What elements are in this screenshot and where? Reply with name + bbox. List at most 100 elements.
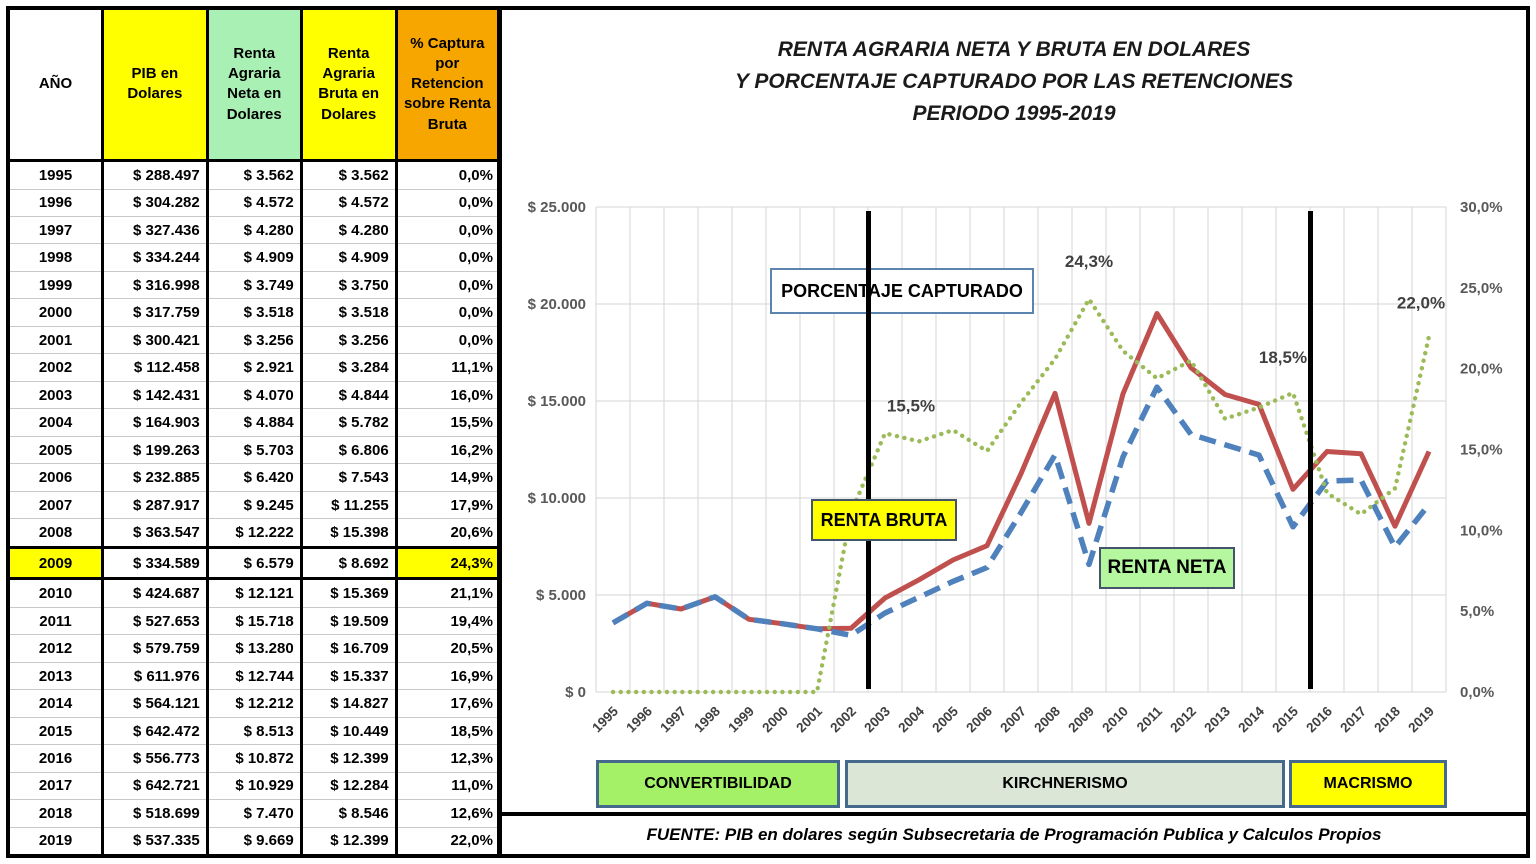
cell-pct[interactable]: 22,0% <box>394 826 497 854</box>
cell-bruta[interactable]: $ 3.256 <box>299 325 397 354</box>
cell-pib[interactable]: $ 287.917 <box>101 490 208 519</box>
cell-pib[interactable]: $ 334.589 <box>101 546 208 580</box>
cell-pib[interactable]: $ 363.547 <box>101 518 208 548</box>
cell-neta[interactable]: $ 4.280 <box>205 215 302 244</box>
cell-year[interactable]: 1997 <box>10 215 103 244</box>
cell-pct[interactable]: 16,2% <box>394 435 497 464</box>
header-bruta[interactable]: Renta Agraria Bruta en Dolares <box>299 10 397 162</box>
cell-year[interactable]: 2018 <box>10 799 103 828</box>
cell-year[interactable]: 2015 <box>10 716 103 745</box>
cell-pib[interactable]: $ 112.458 <box>101 353 208 382</box>
cell-neta[interactable]: $ 13.280 <box>205 634 302 663</box>
cell-bruta[interactable]: $ 15.369 <box>299 577 397 608</box>
cell-year[interactable]: 2012 <box>10 634 103 663</box>
cell-neta[interactable]: $ 3.749 <box>205 270 302 299</box>
cell-pib[interactable]: $ 334.244 <box>101 243 208 272</box>
header-neta[interactable]: Renta Agraria Neta en Dolares <box>205 10 302 162</box>
cell-bruta[interactable]: $ 12.399 <box>299 826 397 854</box>
cell-pib[interactable]: $ 327.436 <box>101 215 208 244</box>
cell-bruta[interactable]: $ 14.827 <box>299 689 397 718</box>
cell-pib[interactable]: $ 164.903 <box>101 408 208 437</box>
header-pct[interactable]: % Captura por Retencion sobre Renta Brut… <box>394 10 497 162</box>
cell-bruta[interactable]: $ 6.806 <box>299 435 397 464</box>
cell-pib[interactable]: $ 537.335 <box>101 826 208 854</box>
cell-pct[interactable]: 12,3% <box>394 744 497 773</box>
cell-neta[interactable]: $ 9.245 <box>205 490 302 519</box>
cell-bruta[interactable]: $ 19.509 <box>299 606 397 635</box>
cell-year[interactable]: 2008 <box>10 518 103 548</box>
cell-year[interactable]: 1998 <box>10 243 103 272</box>
cell-bruta[interactable]: $ 4.844 <box>299 380 397 409</box>
cell-bruta[interactable]: $ 3.284 <box>299 353 397 382</box>
cell-pct[interactable]: 12,6% <box>394 799 497 828</box>
cell-pct[interactable]: 19,4% <box>394 606 497 635</box>
cell-pib[interactable]: $ 317.759 <box>101 298 208 327</box>
cell-year[interactable]: 2007 <box>10 490 103 519</box>
cell-neta[interactable]: $ 7.470 <box>205 799 302 828</box>
cell-pib[interactable]: $ 556.773 <box>101 744 208 773</box>
cell-neta[interactable]: $ 2.921 <box>205 353 302 382</box>
cell-bruta[interactable]: $ 3.518 <box>299 298 397 327</box>
cell-neta[interactable]: $ 4.884 <box>205 408 302 437</box>
cell-neta[interactable]: $ 10.872 <box>205 744 302 773</box>
cell-pct[interactable]: 0,0% <box>394 159 497 189</box>
cell-year[interactable]: 1995 <box>10 159 103 189</box>
cell-pct[interactable]: 11,0% <box>394 771 497 800</box>
cell-year[interactable]: 2003 <box>10 380 103 409</box>
cell-pib[interactable]: $ 642.721 <box>101 771 208 800</box>
cell-pct[interactable]: 0,0% <box>394 325 497 354</box>
cell-neta[interactable]: $ 4.909 <box>205 243 302 272</box>
cell-bruta[interactable]: $ 7.543 <box>299 463 397 492</box>
cell-neta[interactable]: $ 3.562 <box>205 159 302 189</box>
cell-neta[interactable]: $ 12.212 <box>205 689 302 718</box>
cell-pct[interactable]: 21,1% <box>394 577 497 608</box>
cell-bruta[interactable]: $ 3.562 <box>299 159 397 189</box>
cell-neta[interactable]: $ 9.669 <box>205 826 302 854</box>
cell-pct[interactable]: 17,9% <box>394 490 497 519</box>
cell-year[interactable]: 2006 <box>10 463 103 492</box>
cell-bruta[interactable]: $ 16.709 <box>299 634 397 663</box>
cell-pib[interactable]: $ 579.759 <box>101 634 208 663</box>
cell-year[interactable]: 2005 <box>10 435 103 464</box>
cell-pib[interactable]: $ 316.998 <box>101 270 208 299</box>
cell-pct[interactable]: 0,0% <box>394 188 497 217</box>
cell-bruta[interactable]: $ 5.782 <box>299 408 397 437</box>
cell-pct[interactable]: 16,0% <box>394 380 497 409</box>
cell-neta[interactable]: $ 12.121 <box>205 577 302 608</box>
cell-bruta[interactable]: $ 3.750 <box>299 270 397 299</box>
cell-year[interactable]: 2014 <box>10 689 103 718</box>
cell-neta[interactable]: $ 4.070 <box>205 380 302 409</box>
cell-bruta[interactable]: $ 12.284 <box>299 771 397 800</box>
cell-bruta[interactable]: $ 10.449 <box>299 716 397 745</box>
cell-pib[interactable]: $ 518.699 <box>101 799 208 828</box>
cell-year[interactable]: 2009 <box>10 546 103 580</box>
cell-neta[interactable]: $ 15.718 <box>205 606 302 635</box>
cell-pib[interactable]: $ 424.687 <box>101 577 208 608</box>
header-pib[interactable]: PIB en Dolares <box>101 10 208 162</box>
cell-year[interactable]: 2010 <box>10 577 103 608</box>
cell-pib[interactable]: $ 142.431 <box>101 380 208 409</box>
cell-year[interactable]: 2016 <box>10 744 103 773</box>
cell-pct[interactable]: 17,6% <box>394 689 497 718</box>
cell-neta[interactable]: $ 4.572 <box>205 188 302 217</box>
cell-pib[interactable]: $ 199.263 <box>101 435 208 464</box>
cell-pct[interactable]: 14,9% <box>394 463 497 492</box>
cell-year[interactable]: 2013 <box>10 661 103 690</box>
cell-pct[interactable]: 0,0% <box>394 270 497 299</box>
cell-pib[interactable]: $ 232.885 <box>101 463 208 492</box>
header-ano[interactable]: AÑO <box>10 10 103 162</box>
cell-bruta[interactable]: $ 8.546 <box>299 799 397 828</box>
cell-neta[interactable]: $ 3.256 <box>205 325 302 354</box>
cell-neta[interactable]: $ 3.518 <box>205 298 302 327</box>
cell-bruta[interactable]: $ 8.692 <box>299 546 397 580</box>
cell-pib[interactable]: $ 564.121 <box>101 689 208 718</box>
cell-pct[interactable]: 0,0% <box>394 243 497 272</box>
cell-year[interactable]: 2019 <box>10 826 103 854</box>
cell-pct[interactable]: 0,0% <box>394 298 497 327</box>
cell-pib[interactable]: $ 642.472 <box>101 716 208 745</box>
cell-neta[interactable]: $ 5.703 <box>205 435 302 464</box>
cell-year[interactable]: 2004 <box>10 408 103 437</box>
cell-neta[interactable]: $ 6.579 <box>205 546 302 580</box>
cell-pct[interactable]: 24,3% <box>394 546 497 580</box>
cell-pib[interactable]: $ 288.497 <box>101 159 208 189</box>
